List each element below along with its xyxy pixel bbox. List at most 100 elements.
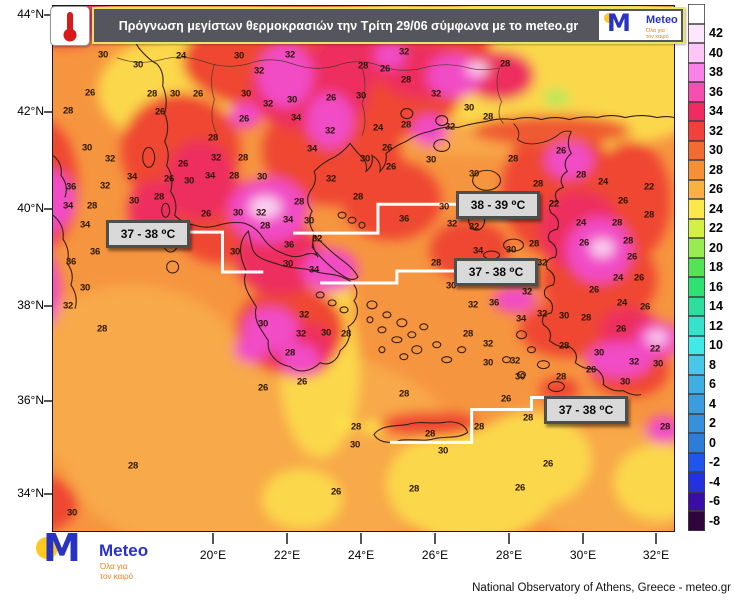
temp-value-label: 28 (341, 328, 351, 340)
lon-tick-label: 30°E (569, 548, 597, 562)
colorbar-value-label: 12 (709, 318, 723, 333)
colorbar-swatch (688, 199, 705, 219)
meteo-logo-m-icon: M (607, 9, 631, 37)
temp-value-label: 28 (474, 421, 484, 433)
temp-value-label: 28 (409, 483, 419, 495)
colorbar-swatch (688, 43, 705, 63)
colorbar-swatch (688, 277, 705, 297)
colorbar-value-label: -2 (709, 455, 721, 470)
temp-value-label: 32 (537, 257, 547, 269)
temp-value-label: 26 (382, 142, 392, 154)
colorbar-swatch (688, 160, 705, 180)
temp-value-label: 34 (127, 171, 137, 183)
colorbar-swatch (688, 511, 705, 531)
temp-value-label: 32 (469, 221, 479, 233)
colorbar-value-label: -8 (709, 513, 721, 528)
temp-value-label: 28 (425, 428, 435, 440)
temp-value-label: 24 (617, 297, 627, 309)
temp-value-label: 28 (660, 421, 670, 433)
colorbar-cell: 26 (688, 179, 723, 200)
meteo-logo-footer: M Meteo Όλα για τον καιρό (28, 526, 198, 589)
temp-value-label: 36 (66, 256, 76, 268)
temp-value-label: 32 (263, 98, 273, 110)
temp-value-label: 30 (304, 215, 314, 227)
colorbar-value-label: 4 (709, 396, 716, 411)
temp-value-label: 26 (640, 301, 650, 313)
colorbar-value-label: -4 (709, 474, 721, 489)
lat-tick-mark (44, 493, 52, 495)
temp-value-label: 30 (426, 154, 436, 166)
temp-value-label: 28 (229, 170, 239, 182)
temp-value-label: 26 (586, 364, 596, 376)
temp-value-label: 26 (627, 251, 637, 263)
colorbar-swatch (688, 4, 705, 24)
temp-value-label: 28 (533, 178, 543, 190)
annotation-box-south: 37 - 38 ⁰C (544, 396, 628, 424)
temp-value-label: 28 (294, 196, 304, 208)
temp-value-label: 30 (356, 90, 366, 102)
temp-value-label: 28 (208, 132, 218, 144)
temp-value-label: 28 (612, 217, 622, 229)
temp-value-label: 32 (211, 152, 221, 164)
colorbar-value-label: -6 (709, 494, 721, 509)
temp-value-label: 28 (353, 191, 363, 203)
colorbar-value-label: 30 (709, 143, 723, 158)
temp-value-label: 32 (629, 356, 639, 368)
temp-value-label: 30 (469, 168, 479, 180)
colorbar-cell: 2 (688, 413, 723, 434)
colorbar-swatch (688, 238, 705, 258)
meteo-logo-tagline-line2: τον καιρό (100, 571, 134, 581)
temp-value-label: 26 (178, 158, 188, 170)
colorbar-value-label: 28 (709, 162, 723, 177)
meteo-logo-tagline: Όλα για τον καιρό (100, 562, 133, 581)
colorbar-value-label: 6 (709, 377, 716, 392)
temp-value-label: 24 (598, 176, 608, 188)
temp-value-label: 30 (506, 244, 516, 256)
temp-value-label: 26 (239, 113, 249, 125)
temp-value-label: 32 (325, 125, 335, 137)
temp-value-label: 30 (559, 310, 569, 322)
colorbar-value-label: 32 (709, 123, 723, 138)
temp-value-label: 22 (644, 181, 654, 193)
temp-value-label: 22 (549, 198, 559, 210)
temp-value-label: 26 (543, 458, 553, 470)
temp-value-label: 32 (468, 299, 478, 311)
leader-lines (184, 202, 548, 444)
colorbar-cell: 8 (688, 355, 723, 375)
temp-value-label: 32 (299, 309, 309, 321)
annotation-box-north: 38 - 39 ⁰C (456, 191, 540, 219)
temp-value-label: 26 (579, 237, 589, 249)
temp-value-label: 30 (350, 439, 360, 451)
temp-value-label: 32 (326, 173, 336, 185)
temp-value-label: 28 (463, 328, 473, 340)
colorbar-swatch (688, 335, 705, 356)
temp-value-label: 26 (386, 161, 396, 173)
temp-value-label: 32 (431, 88, 441, 100)
colorbar-cell: 30 (688, 140, 723, 161)
temp-value-label: 34 (80, 219, 90, 231)
colorbar-cell: 40 (688, 43, 723, 63)
temp-value-label: 26 (297, 376, 307, 388)
colorbar-cell: 4 (688, 394, 723, 414)
colorbar-cell: 16 (688, 277, 723, 297)
temp-value-label: 24 (576, 217, 586, 229)
temp-value-label: 36 (399, 213, 409, 225)
leader-line-central (320, 269, 456, 285)
colorbar-swatch (688, 62, 705, 83)
temp-value-label: 28 (399, 388, 409, 400)
colorbar-swatch (688, 394, 705, 414)
temp-value-label: 28 (351, 421, 361, 433)
colorbar-value-label: 8 (709, 357, 716, 372)
attribution-text: National Observatory of Athens, Greece -… (472, 582, 731, 594)
colorbar-cell: 6 (688, 374, 723, 395)
temp-value-label: 28 (260, 220, 270, 232)
colorbar-value-label: 10 (709, 338, 723, 353)
temp-value-label: 26 (258, 382, 268, 394)
lat-tick-label: 38°N (17, 298, 44, 312)
thermometer-icon (50, 6, 90, 46)
temp-value-label: 30 (287, 94, 297, 106)
temp-value-label: 26 (380, 63, 390, 75)
colorbar-value-label: 36 (709, 84, 723, 99)
lon-tick-mark (212, 533, 214, 544)
lat-tick-mark (44, 305, 52, 307)
